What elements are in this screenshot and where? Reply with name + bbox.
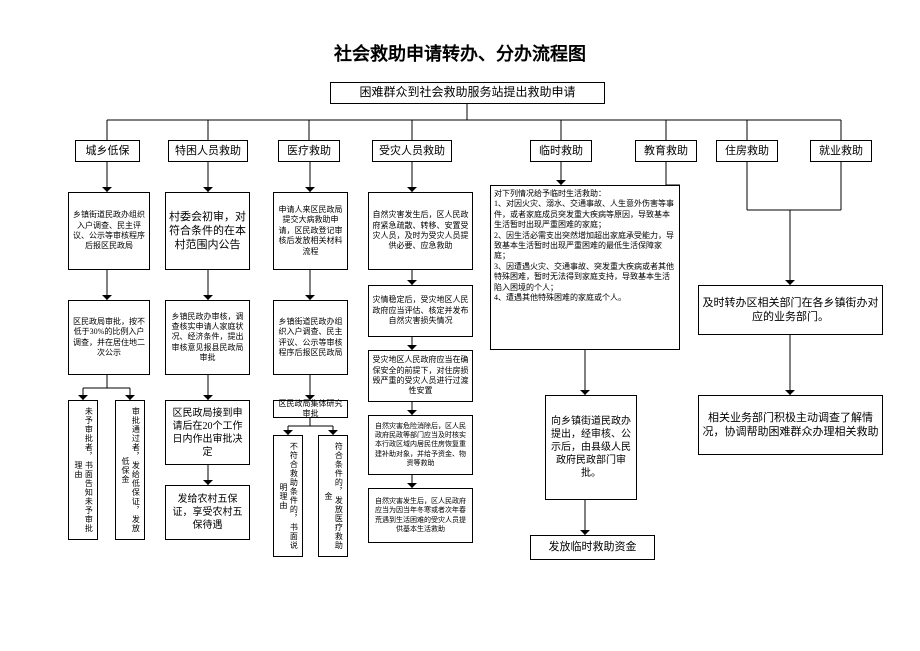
node-a3b: 审批通过者，发给低保证，发放低保金 (115, 400, 145, 540)
category-2: 医疗救助 (278, 140, 340, 162)
node-f2: 相关业务部门积极主动调查了解情况，协调帮助困难群众办理相关救助 (698, 395, 883, 455)
node-d2: 灾情稳定后，受灾地区人民政府应当评估、核定并发布自然灾害损失情况 (368, 285, 473, 337)
node-a3a: 未予审批者，书面告知未予审批理由 (68, 400, 98, 540)
node-c4b: 符合条件的，发放医疗救助金 (318, 435, 348, 557)
node-c4a: 不符合救助条件的，书面说明理由 (273, 435, 303, 557)
node-b4: 发给农村五保证，享受农村五保待遇 (165, 485, 250, 540)
node-d4: 自然灾害危险消除后，区人民政府民政等部门应当及时核实本行政区域内居民住房恢复重建… (368, 415, 473, 475)
page-title: 社会救助申请转办、分办流程图 (0, 40, 920, 66)
node-b1: 村委会初审，对符合条件的在本村范围内公告 (165, 192, 250, 270)
node-b2: 乡镇民政办审核，调查核实申请人家庭状况、经济条件，提出审核意见报县民政局审批 (165, 300, 250, 375)
category-7: 就业救助 (810, 140, 872, 162)
node-c2: 乡镇街道民政办组织入户调查、民主评议、公示等审核程序后报区民政局 (273, 300, 348, 375)
node-d3: 受灾地区人民政府应当在确保安全的前提下，对住房损毁严重的受灾人员进行过渡性安置 (368, 350, 473, 402)
category-5: 教育救助 (635, 140, 697, 162)
root-box: 困难群众到社会救助服务站提出救助申请 (330, 82, 605, 104)
category-3: 受灾人员救助 (372, 140, 452, 162)
node-e2: 向乡镇街道民政办提出，经审核、公示后，由县级人民政府民政部门审批。 (545, 395, 637, 500)
node-a2: 区民政局审批，按不低于30%的比例入户调查，并在居住地二次公示 (68, 300, 150, 375)
category-1: 特困人员救助 (168, 140, 248, 162)
node-d5: 自然灾害发生后，区人民政府应当为因当年冬寒或者次年春荒遇到生活困难的受灾人员提供… (368, 488, 473, 543)
node-c3: 区民政局集体研究审批 (273, 400, 348, 418)
node-e3: 发放临时救助资金 (530, 535, 655, 560)
category-0: 城乡低保 (75, 140, 140, 162)
node-f1: 及时转办区相关部门在各乡镇街办对应的业务部门。 (698, 285, 883, 335)
node-e1: 对下列情况给予临时生活救助： 1、对因火灾、溺水、交通事故、人生意外伤害等事件，… (490, 185, 680, 350)
category-6: 住房救助 (716, 140, 778, 162)
category-4: 临时救助 (530, 140, 592, 162)
node-b3: 区民政局接到申请后在20个工作日内作出审批决定 (165, 400, 250, 465)
node-d1: 自然灾害发生后，区人民政府紧急疏散、转移、安置受灾人员，及时为受灾人员提供必要、… (368, 192, 473, 270)
node-c1: 申请人来区民政局提交大病救助申请，区民政登记审核后发放相关材料流程 (273, 192, 348, 270)
node-a1: 乡镇街道民政办组织入户调查、民主评议、公示等审核程序后报区民政局 (68, 192, 150, 270)
